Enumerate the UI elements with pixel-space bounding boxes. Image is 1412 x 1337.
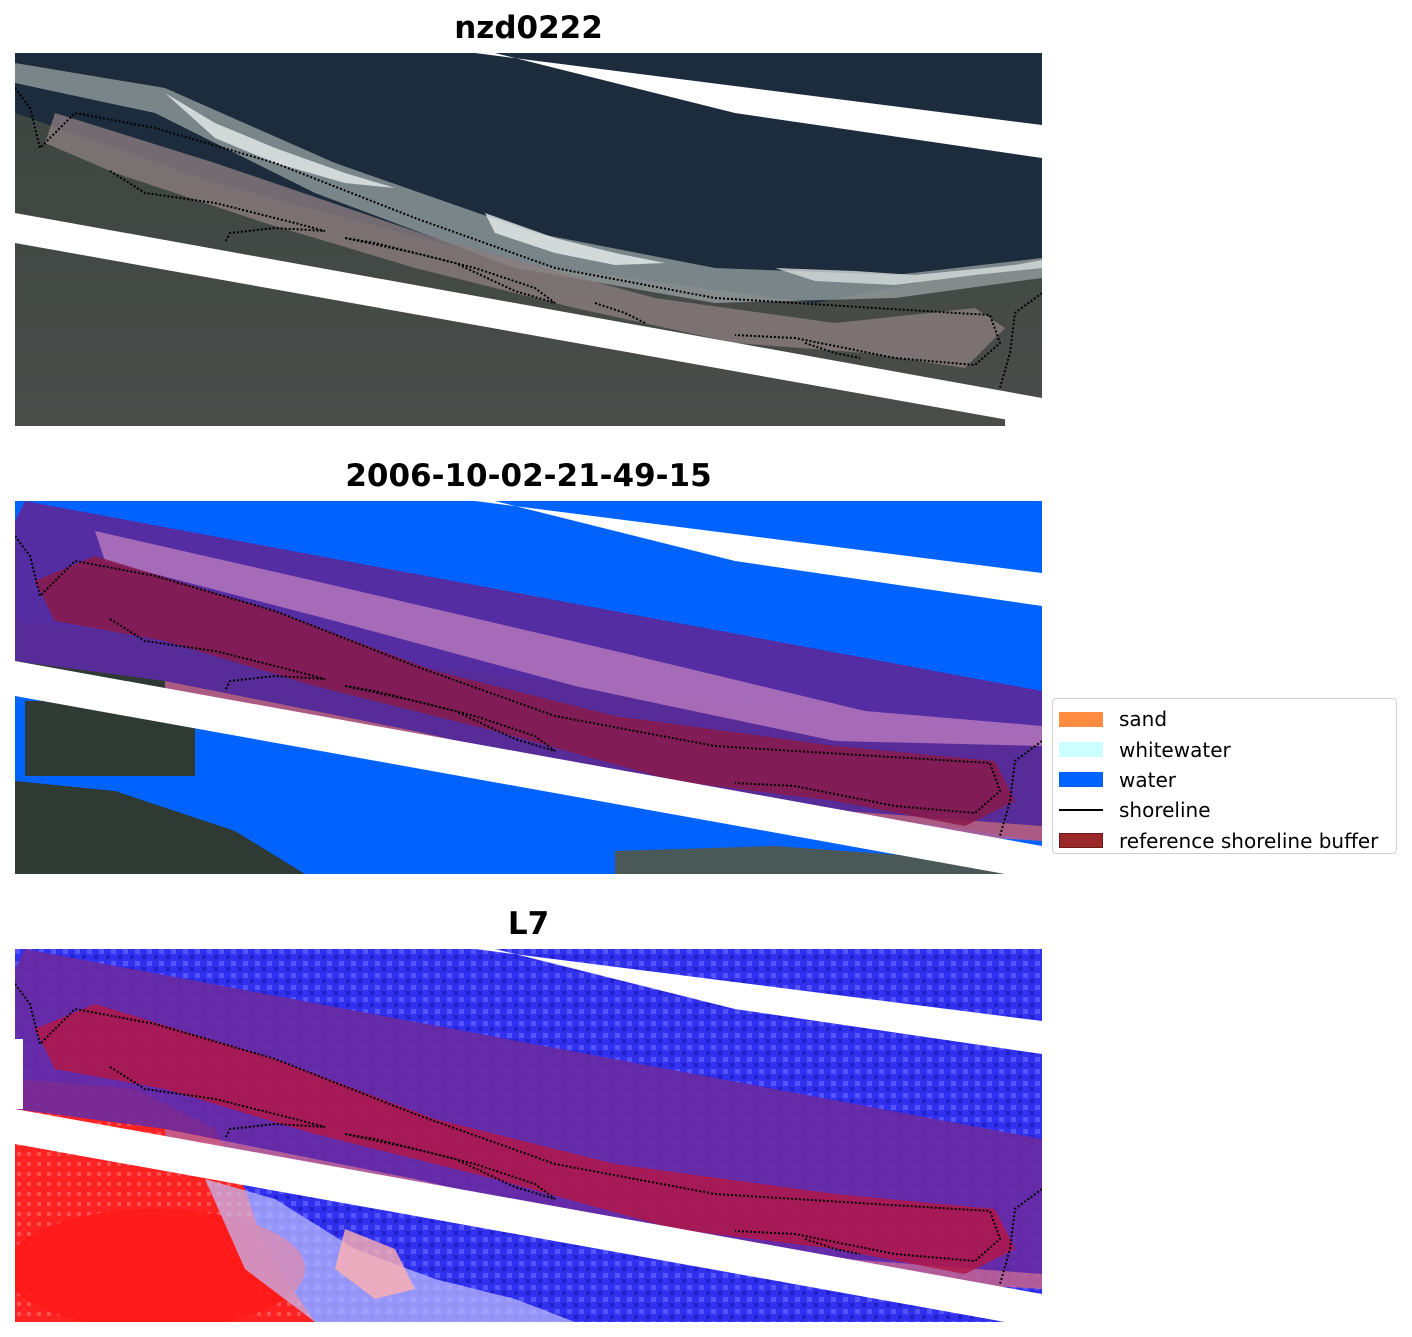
legend-item-shoreline: shoreline — [1059, 795, 1390, 825]
whitewater-swatch — [1059, 742, 1103, 758]
nodata-stripe-lower — [15, 661, 1042, 874]
legend-label-water: water — [1119, 767, 1176, 792]
legend-label-sand: sand — [1119, 707, 1168, 732]
index-panel — [15, 949, 1042, 1322]
sand-spit — [45, 113, 1005, 368]
panel-title-rgb: nzd0222 — [454, 10, 603, 46]
panel-title-index: L7 — [507, 906, 550, 942]
legend-item-buffer: reference shoreline buffer — [1059, 826, 1390, 856]
legend-item-water: water — [1059, 765, 1390, 795]
buffer-core — [35, 1004, 1015, 1274]
nodata-stripe-upper — [475, 949, 1042, 1054]
legend-label-whitewater: whitewater — [1119, 737, 1231, 762]
shoreline-line-swatch — [1059, 809, 1103, 812]
nodata-stripe-upper — [475, 501, 1042, 606]
buffer-swatch — [1059, 833, 1103, 849]
classification-panel — [15, 501, 1042, 874]
legend: sand whitewater water shoreline referenc… — [1052, 698, 1397, 854]
nodata-stripe-upper — [475, 53, 1042, 158]
buffer-pink-band — [165, 681, 1042, 841]
legend-item-sand: sand — [1059, 704, 1390, 734]
nodata-stripe-lower — [15, 213, 1042, 426]
water-swatch — [1059, 772, 1103, 788]
rgb-image-panel — [15, 53, 1042, 426]
legend-label-buffer: reference shoreline buffer — [1119, 828, 1379, 853]
legend-item-whitewater: whitewater — [1059, 734, 1390, 764]
panel-title-classification: 2006-10-02-21-49-15 — [345, 458, 712, 494]
nodata-stripe-lower — [15, 1109, 1042, 1322]
sand-swatch — [1059, 711, 1103, 727]
buffer-pink-band — [165, 1129, 1042, 1289]
buffer-core — [35, 556, 1015, 826]
legend-label-shoreline: shoreline — [1119, 798, 1211, 823]
